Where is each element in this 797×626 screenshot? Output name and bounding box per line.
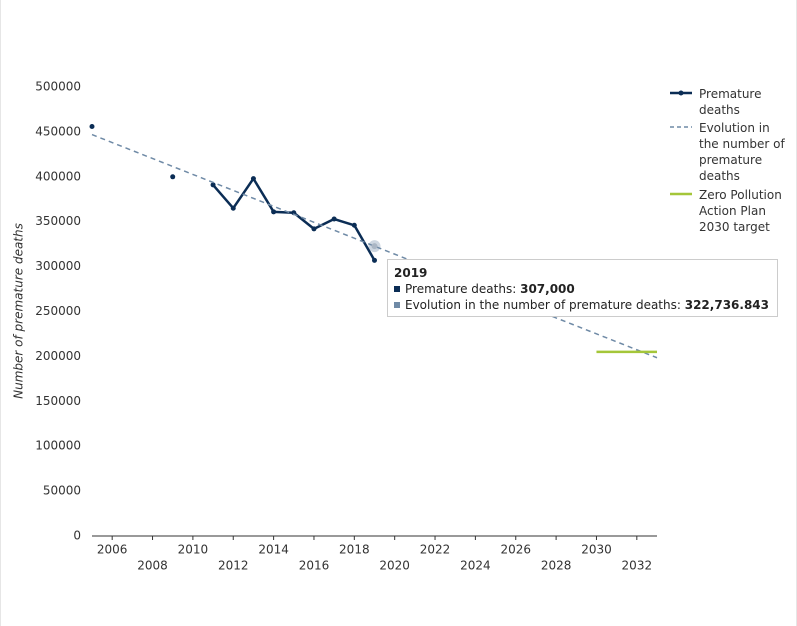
data-point [250, 176, 256, 182]
x-tick-label: 2024 [460, 559, 491, 573]
x-tick-label: 2030 [581, 543, 612, 557]
tooltip-row: Evolution in the number of premature dea… [394, 297, 771, 313]
legend-symbol [670, 192, 692, 196]
series-line [212, 177, 376, 261]
y-tick-label: 500000 [35, 80, 81, 94]
x-tick-label: 2008 [137, 559, 168, 573]
x-tick-label: 2012 [218, 559, 249, 573]
x-tick-label: 2016 [299, 559, 330, 573]
legend-item: Zero Pollution Action Plan 2030 target [669, 187, 789, 235]
legend-symbol [670, 90, 692, 96]
tooltip-label: Evolution in the number of premature dea… [405, 298, 681, 312]
series-line [91, 133, 658, 359]
x-tick-label: 2014 [258, 543, 289, 557]
x-tick-label: 2032 [622, 559, 653, 573]
legend-symbol [670, 126, 692, 128]
data-point [89, 124, 95, 130]
y-tick-label: 150000 [35, 394, 81, 408]
hover-point [371, 243, 378, 250]
x-tick-label: 2010 [178, 543, 209, 557]
data-point [372, 257, 377, 263]
tooltip-value: 307,000 [520, 282, 575, 296]
legend-label: Premature deaths [699, 87, 762, 117]
data-point [311, 226, 317, 232]
x-tick-label: 2006 [97, 543, 128, 557]
y-tick-label: 250000 [35, 304, 81, 318]
tooltip-title: 2019 [394, 266, 428, 280]
data-point [351, 222, 357, 228]
data-point [210, 182, 216, 188]
x-tick-label: 2018 [339, 543, 370, 557]
y-tick-label: 300000 [35, 259, 81, 273]
y-tick-label: 350000 [35, 214, 81, 228]
tooltip-label: Premature deaths: [405, 282, 517, 296]
legend-item: Evolution in the number of premature dea… [669, 120, 789, 184]
x-tick-label: 2022 [420, 543, 451, 557]
x-tick-label: 2028 [541, 559, 572, 573]
data-point [271, 209, 277, 215]
tooltip-swatch [394, 302, 400, 308]
y-tick-label: 50000 [43, 484, 81, 498]
data-point [331, 216, 337, 222]
legend-marker [678, 90, 684, 96]
y-axis-title: Number of premature deaths [12, 223, 26, 399]
legend-label: Zero Pollution Action Plan 2030 target [699, 188, 782, 234]
tooltip-value: 322,736.843 [684, 298, 769, 312]
y-tick-label: 100000 [35, 439, 81, 453]
y-tick-label: 200000 [35, 349, 81, 363]
tooltip-row: Premature deaths: 307,000 [394, 281, 771, 297]
y-tick-label: 400000 [35, 169, 81, 183]
legend-item: Premature deaths [669, 86, 789, 118]
y-tick-label: 0 [73, 529, 81, 543]
legend-label: Evolution in the number of premature dea… [699, 121, 785, 183]
data-point [291, 210, 297, 216]
tooltip: 2019 Premature deaths: 307,000 Evolution i… [387, 259, 778, 317]
data-point [170, 174, 176, 180]
tooltip-swatch [394, 286, 400, 292]
data-point [230, 205, 236, 211]
y-tick-label: 450000 [35, 124, 81, 138]
x-tick-label: 2026 [500, 543, 531, 557]
x-tick-label: 2020 [379, 559, 410, 573]
